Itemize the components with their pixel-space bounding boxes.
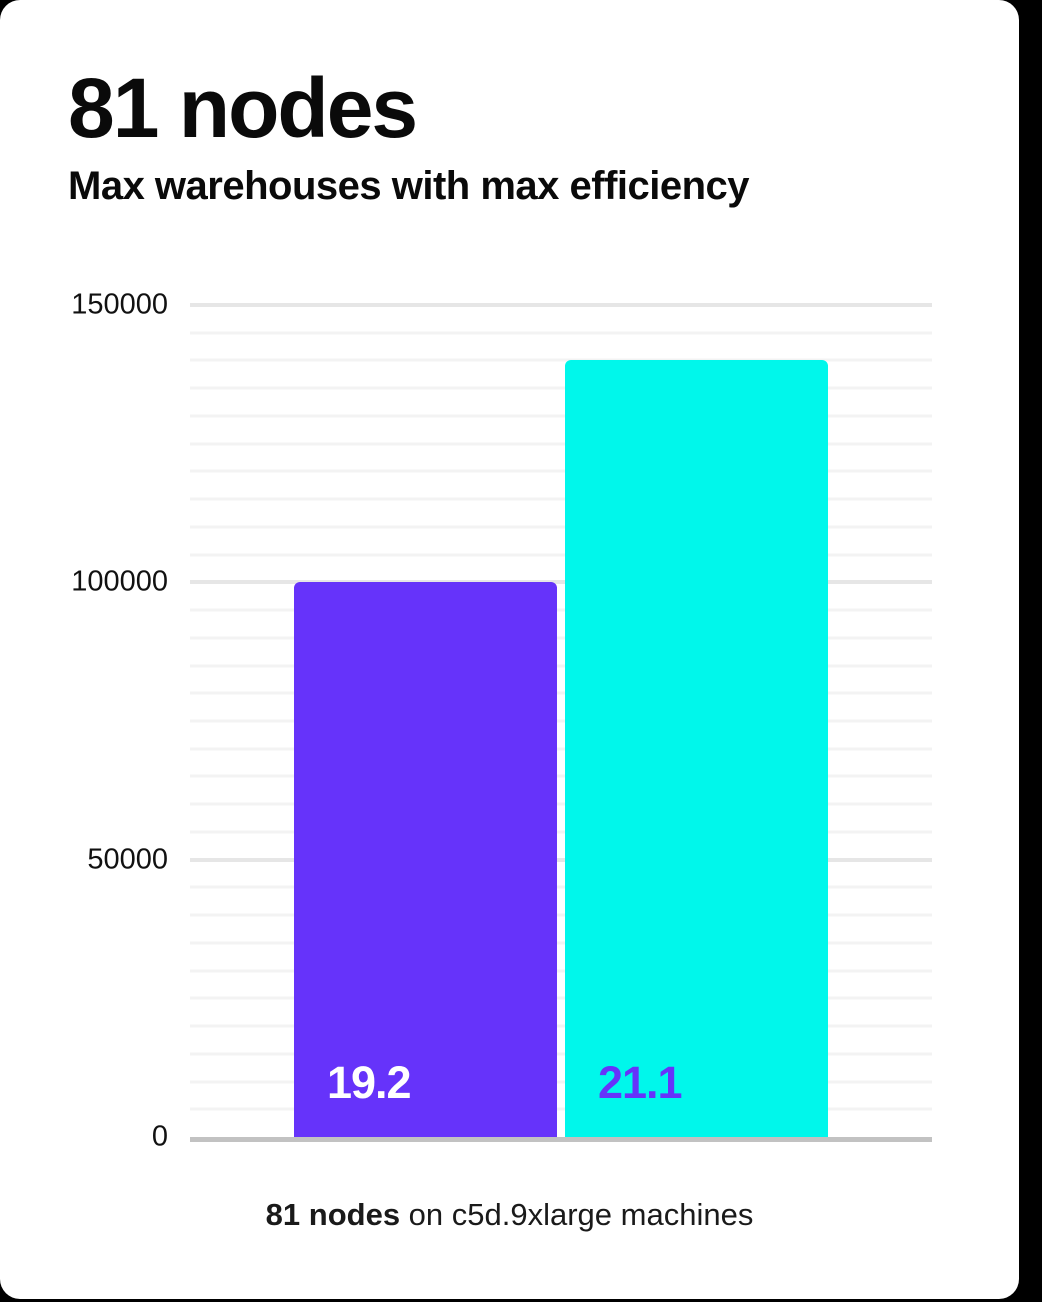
minor-gridline bbox=[190, 553, 932, 557]
plot-area: 19.2 21.1 bbox=[190, 303, 932, 1142]
y-tick-label: 150000 bbox=[71, 288, 168, 321]
minor-gridline bbox=[190, 1080, 932, 1084]
bar-19.2: 19.2 bbox=[294, 582, 557, 1137]
minor-gridline bbox=[190, 830, 932, 834]
minor-gridline bbox=[190, 996, 932, 1000]
minor-gridline bbox=[190, 802, 932, 806]
x-axis-line bbox=[190, 1137, 932, 1142]
minor-gridline bbox=[190, 414, 932, 418]
minor-gridline bbox=[190, 1024, 932, 1028]
minor-gridline bbox=[190, 691, 932, 695]
bar-chart: 0 50000 100000 150000 19.2 21.1 bbox=[0, 290, 1019, 1151]
page-subtitle: Max warehouses with max efficiency bbox=[68, 164, 750, 208]
minor-gridline bbox=[190, 941, 932, 945]
minor-gridline bbox=[190, 442, 932, 446]
minor-gridline bbox=[190, 497, 932, 501]
bar-value-label: 19.2 bbox=[327, 1057, 412, 1108]
minor-gridline bbox=[190, 525, 932, 529]
minor-gridline bbox=[190, 331, 932, 335]
minor-gridline bbox=[190, 386, 932, 390]
chart-caption: 81 nodes on c5d.9xlarge machines bbox=[0, 1196, 1019, 1233]
bar-value-label: 21.1 bbox=[598, 1057, 683, 1108]
minor-gridline bbox=[190, 608, 932, 612]
minor-gridline bbox=[190, 469, 932, 473]
minor-gridline bbox=[190, 774, 932, 778]
y-tick-label: 50000 bbox=[87, 843, 168, 876]
chart-card: 81 nodes Max warehouses with max efficie… bbox=[0, 0, 1019, 1299]
caption-bold-text: 81 nodes bbox=[265, 1197, 401, 1232]
y-tick-label: 0 bbox=[151, 1120, 168, 1153]
minor-gridline bbox=[190, 1052, 932, 1056]
caption-regular-text: on c5d.9xlarge machines bbox=[400, 1197, 754, 1232]
minor-gridline bbox=[190, 719, 932, 723]
minor-gridline bbox=[190, 636, 932, 640]
minor-gridline bbox=[190, 747, 932, 751]
bar-21.1: 21.1 bbox=[565, 360, 828, 1137]
y-tick-label: 100000 bbox=[71, 565, 168, 598]
minor-gridline bbox=[190, 913, 932, 917]
major-gridline bbox=[190, 857, 932, 862]
major-gridline bbox=[190, 580, 932, 585]
major-gridline bbox=[190, 303, 932, 307]
minor-gridline bbox=[190, 1107, 932, 1111]
minor-gridline bbox=[190, 969, 932, 973]
y-axis-ticks: 0 50000 100000 150000 bbox=[0, 290, 168, 1151]
minor-gridline bbox=[190, 664, 932, 668]
minor-gridline bbox=[190, 885, 932, 889]
minor-gridline bbox=[190, 358, 932, 362]
page-title: 81 nodes bbox=[68, 61, 418, 155]
